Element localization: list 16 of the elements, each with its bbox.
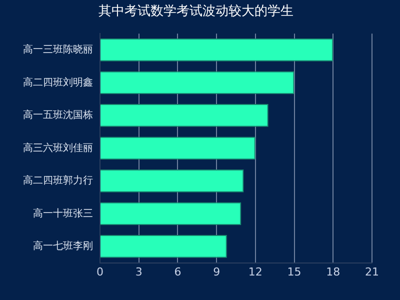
- y-tick-label: 高一七班李刚: [33, 240, 93, 252]
- y-tick-label: 高一十班张三: [33, 207, 93, 220]
- y-tick-label: 高一五班沈国栋: [23, 109, 93, 122]
- x-tick-label: 0: [96, 265, 104, 278]
- x-tick-label: 9: [213, 265, 220, 278]
- x-tick-label: 21: [365, 265, 379, 278]
- x-tick-label: 6: [174, 265, 182, 278]
- y-tick-label: 高一三班陈晓丽: [23, 44, 93, 56]
- x-tick-label: 12: [248, 265, 262, 278]
- x-tick-label: 3: [135, 265, 142, 278]
- x-tick-label: 15: [287, 265, 302, 278]
- y-tick-label: 高三六班刘佳丽: [23, 142, 93, 154]
- y-tick-label: 高二四班郭力行: [23, 174, 93, 187]
- x-tick-label: 18: [326, 265, 340, 278]
- y-tick-label: 高二四班刘明鑫: [23, 76, 93, 88]
- chart-title: 其中考试数学考试波动较大的学生: [98, 4, 294, 20]
